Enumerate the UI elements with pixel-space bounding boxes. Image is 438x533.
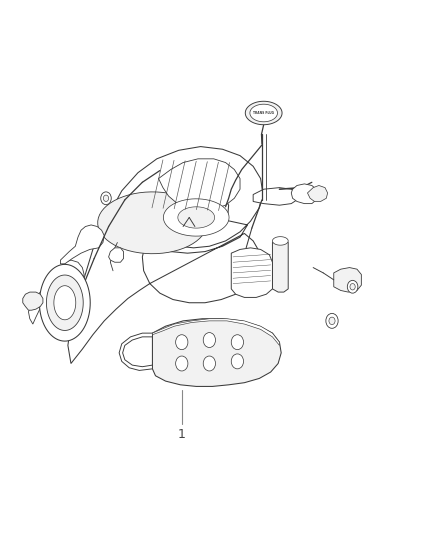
Polygon shape bbox=[98, 192, 207, 254]
Polygon shape bbox=[119, 333, 152, 370]
Circle shape bbox=[101, 192, 111, 205]
Polygon shape bbox=[23, 292, 43, 310]
Circle shape bbox=[103, 195, 109, 201]
Polygon shape bbox=[231, 248, 272, 297]
Polygon shape bbox=[60, 225, 104, 264]
Circle shape bbox=[326, 313, 338, 328]
Polygon shape bbox=[28, 129, 383, 385]
Polygon shape bbox=[68, 147, 263, 364]
Polygon shape bbox=[28, 260, 84, 324]
Circle shape bbox=[203, 333, 215, 348]
Polygon shape bbox=[253, 188, 297, 205]
Polygon shape bbox=[46, 275, 83, 330]
Polygon shape bbox=[272, 237, 288, 245]
Circle shape bbox=[176, 335, 188, 350]
Polygon shape bbox=[152, 319, 279, 345]
Polygon shape bbox=[109, 248, 124, 262]
Polygon shape bbox=[178, 207, 215, 228]
Circle shape bbox=[329, 317, 335, 325]
Text: 1: 1 bbox=[178, 428, 186, 441]
Polygon shape bbox=[54, 286, 76, 320]
Polygon shape bbox=[307, 185, 328, 201]
Polygon shape bbox=[334, 268, 361, 292]
Polygon shape bbox=[272, 239, 288, 292]
Polygon shape bbox=[159, 159, 240, 211]
Circle shape bbox=[347, 280, 358, 293]
Circle shape bbox=[231, 354, 244, 369]
Polygon shape bbox=[152, 319, 281, 386]
Polygon shape bbox=[39, 264, 90, 341]
Polygon shape bbox=[163, 199, 229, 236]
Circle shape bbox=[203, 356, 215, 371]
Circle shape bbox=[231, 335, 244, 350]
Polygon shape bbox=[291, 184, 318, 204]
Polygon shape bbox=[245, 101, 282, 125]
Circle shape bbox=[350, 284, 355, 290]
Circle shape bbox=[176, 356, 188, 371]
Polygon shape bbox=[250, 104, 277, 122]
Text: TRANS PLUG: TRANS PLUG bbox=[253, 111, 274, 115]
